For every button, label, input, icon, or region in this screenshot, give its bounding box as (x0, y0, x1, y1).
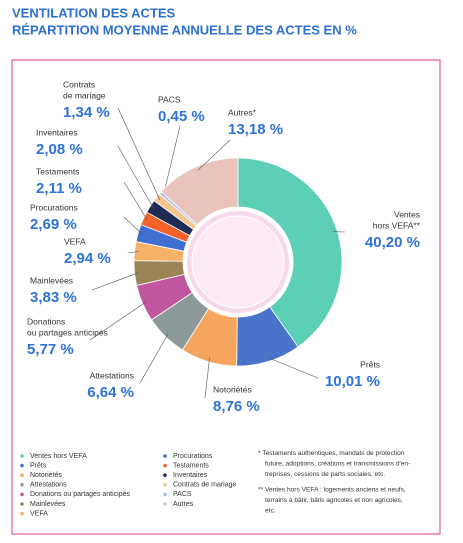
callout-value: 0,45 % (158, 108, 205, 125)
callout-value: 2,69 % (30, 216, 77, 233)
leader-line (89, 301, 147, 341)
leader-line (123, 216, 143, 235)
callout-label: de mariage (63, 90, 106, 100)
callout-label: PACS (158, 94, 181, 104)
legend-dot (163, 502, 167, 506)
legend-dot (163, 454, 167, 458)
footnote: terrains à bâtir, bâtis agricoles et non… (265, 497, 403, 504)
callout-label: Autres* (228, 107, 257, 117)
callout-value: 40,20 % (365, 234, 420, 251)
callout-value: 5,77 % (27, 341, 74, 358)
inner-disc (191, 215, 285, 309)
legend-dot (163, 463, 167, 468)
leader-line (127, 251, 139, 254)
callout-value: 2,94 % (64, 250, 111, 267)
legend-label: Ventes hors VEFA (30, 453, 87, 460)
legend-label: Procurations (173, 453, 213, 460)
legend-label: Donations ou partages anticipés (30, 491, 131, 498)
legend-dot (20, 454, 24, 458)
legend-dot (20, 463, 24, 468)
legend-dot (20, 492, 24, 497)
callout-value: 3,83 % (30, 289, 77, 306)
legend-dot (20, 511, 24, 516)
leader-line (91, 272, 139, 291)
legend-label: Attestations (30, 482, 67, 489)
donut-segment (237, 157, 343, 348)
legend-dot (163, 492, 167, 497)
callout-label: Prêts (360, 359, 380, 369)
legend-label: Testaments (173, 462, 209, 469)
leader-line (123, 181, 148, 221)
legend-label: VEFA (30, 510, 48, 517)
callout-label: Testaments (36, 166, 79, 176)
callout-label: Procurations (30, 202, 78, 212)
footnote: future, adoptions, créations et transmis… (265, 460, 410, 467)
leader-line (117, 145, 154, 209)
callout-label: Ventes (394, 209, 420, 219)
legend-label: Prêts (30, 462, 47, 469)
leader-line (139, 333, 169, 384)
frame (11, 59, 441, 535)
callout-label: Notoriétés (213, 384, 252, 394)
callout-label: Donations (27, 316, 65, 326)
chart-title: VENTILATION DES ACTES (12, 5, 176, 20)
footnote: etc. (265, 507, 276, 514)
legend-dot (20, 473, 24, 478)
callout-label: Attestations (90, 370, 134, 380)
callout-value: 8,76 % (213, 398, 260, 415)
callout-value: 13,18 % (228, 121, 283, 138)
callout-label: ou partages anticipés (27, 327, 108, 337)
leader-line (204, 357, 210, 399)
legend-label: Notoriétés (30, 472, 62, 479)
callout-label: Inventaires (36, 127, 78, 137)
footnote: ** Ventes hors VEFA : logements anciens … (258, 486, 406, 493)
legend-dot (20, 483, 24, 487)
leader-line (197, 139, 231, 171)
legend-dot (163, 473, 167, 478)
callout-value: 6,64 % (87, 384, 134, 401)
callout-label: Contrats (63, 79, 95, 89)
callout-value: 2,08 % (36, 141, 83, 158)
legend-label: Contrats de mariage (173, 482, 237, 489)
callout-label: Mainlevées (30, 275, 73, 285)
callout-label: VEFA (64, 236, 86, 246)
footnote: treprises, cessions de parts sociales, e… (265, 471, 385, 478)
legend-label: PACS (173, 491, 192, 498)
chart-subtitle: RÉPARTITION MOYENNE ANNUELLE DES ACTES E… (12, 22, 357, 37)
legend-label: Autres (173, 501, 194, 508)
leader-line (117, 107, 161, 200)
callout-value: 10,01 % (325, 373, 380, 390)
leader-line (163, 125, 181, 196)
callout-value: 2,11 % (36, 180, 82, 197)
callout-value: 1,34 % (63, 104, 110, 121)
leader-line (267, 357, 319, 379)
legend-dot (20, 502, 24, 506)
footnote: * Testaments authentiques, mandats de pr… (258, 450, 405, 457)
legend-dot (163, 483, 167, 487)
callout-label: hors VEFA** (373, 220, 421, 230)
legend-label: Inventaires (173, 472, 208, 479)
legend-label: Mainlevées (30, 501, 66, 508)
